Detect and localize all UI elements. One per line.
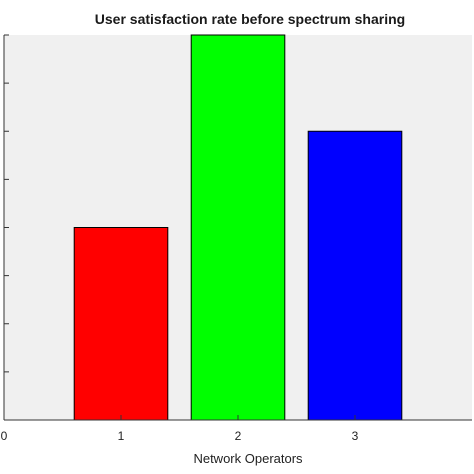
x-tick-label: 3 — [352, 429, 359, 443]
x-tick-label: 2 — [235, 429, 242, 443]
bar-operator-3 — [307, 130, 403, 421]
y-axis-ticks — [4, 34, 9, 421]
x-tick-label: 0 — [1, 429, 8, 443]
bars-group — [73, 34, 403, 421]
bar-operator-2 — [190, 34, 286, 421]
x-axis-label: Network Operators — [193, 451, 303, 466]
x-tick-label: 1 — [118, 429, 125, 443]
bar-operator-1 — [73, 227, 169, 421]
chart-title: User satisfaction rate before spectrum s… — [95, 11, 405, 27]
